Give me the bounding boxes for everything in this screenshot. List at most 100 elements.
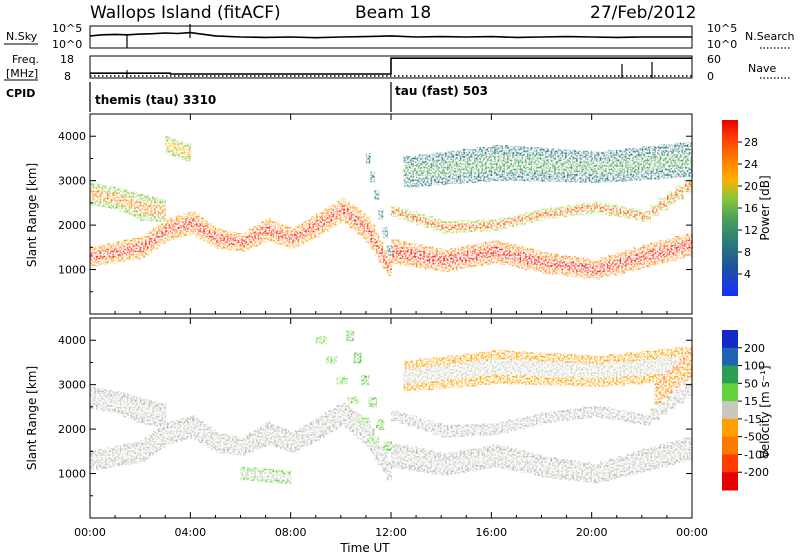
echo-band-core xyxy=(591,204,601,210)
echo-band-core xyxy=(110,192,116,203)
echo-band-core xyxy=(119,398,125,410)
echo-band-core xyxy=(173,426,179,437)
echo-band-core xyxy=(194,220,200,231)
echo-band-core xyxy=(370,174,376,180)
echo-band-core xyxy=(386,466,392,475)
echo-band-core xyxy=(115,451,125,461)
echo-band-core xyxy=(106,452,116,462)
echo-band-core xyxy=(248,471,259,478)
echo-band-core xyxy=(345,333,355,339)
echo-band-core xyxy=(407,418,417,424)
echo-band-core xyxy=(524,215,534,221)
echo-band-core xyxy=(683,387,693,394)
echo-band-core xyxy=(131,198,137,211)
echo-band-core xyxy=(123,245,133,256)
velocity-cbar-segment xyxy=(722,454,738,473)
echo-band-core xyxy=(650,248,660,260)
echo-band-core xyxy=(491,450,501,461)
echo-band-core xyxy=(516,456,526,467)
frequency-series-line xyxy=(90,57,692,75)
echo-band-core xyxy=(633,253,643,264)
echo-band-core xyxy=(286,232,292,242)
echo-band-core xyxy=(211,231,217,241)
echo-band-core xyxy=(449,224,459,230)
echo-band-core xyxy=(474,249,484,260)
echo-band-core xyxy=(94,393,100,404)
echo-band-core xyxy=(161,205,167,217)
echo-band-core xyxy=(353,214,359,226)
echo-band-core xyxy=(186,218,192,230)
echo-band-core xyxy=(106,248,116,258)
echo-band-core xyxy=(340,408,346,419)
cpid-panel: CPID themis (tau) 3310 tau (fast) 503 xyxy=(6,82,488,112)
echo-band-core xyxy=(418,163,434,178)
echo-band-core xyxy=(265,224,271,235)
echo-band-core xyxy=(144,202,150,214)
echo-band-core xyxy=(447,159,463,175)
echo-band-core xyxy=(424,456,434,467)
echo-band-core xyxy=(625,255,635,266)
velocity-cbar-label: 100 xyxy=(744,360,765,373)
echo-band-core xyxy=(566,412,576,418)
echo-band-core xyxy=(375,422,385,428)
echo-band-core xyxy=(591,408,601,414)
echo-band-core xyxy=(462,158,478,174)
echo-band-core xyxy=(319,217,325,228)
echo-band-core xyxy=(650,452,660,464)
echo-band-core xyxy=(90,251,100,261)
echo-band-core xyxy=(273,473,284,480)
echo-band-core xyxy=(432,426,442,432)
echo-band-core xyxy=(675,242,685,253)
echo-band-core xyxy=(407,214,417,220)
power-colorbar xyxy=(722,120,738,296)
echo-band-core xyxy=(399,211,409,217)
echo-band-core xyxy=(641,455,651,466)
echo-band-core xyxy=(675,446,685,457)
echo-band-core xyxy=(144,406,150,418)
echo-band-core xyxy=(152,408,158,420)
echo-band-core xyxy=(94,189,100,200)
echo-band-core xyxy=(658,358,677,373)
echo-band-core xyxy=(566,465,576,475)
echo-band-core xyxy=(549,259,560,269)
echo-band-core xyxy=(98,190,104,201)
echo-band-core xyxy=(616,258,626,268)
echo-band-core xyxy=(558,413,568,419)
time-x-axis: 00:00 04:00 08:00 12:00 16:00 20:00 00:00 xyxy=(74,114,708,539)
cpid-entry-tau-fast: tau (fast) 503 xyxy=(395,84,488,98)
echo-band-core xyxy=(533,417,543,423)
echo-band-core xyxy=(466,251,476,262)
echo-band-core xyxy=(123,449,133,460)
echo-band-core xyxy=(152,437,158,448)
echo-band-core xyxy=(673,370,681,382)
velocity-y-axis: 1000 2000 3000 4000 xyxy=(58,334,692,497)
echo-band-core xyxy=(658,246,668,257)
echo-band-core xyxy=(148,440,154,451)
echo-band-core xyxy=(658,153,677,170)
echo-band-core xyxy=(508,422,518,428)
echo-band-core xyxy=(424,252,434,263)
echo-band-core xyxy=(625,459,635,470)
y-tick-label-2000: 2000 xyxy=(58,423,86,436)
echo-band-core xyxy=(227,236,233,245)
echo-band-core xyxy=(449,458,459,469)
echo-band-core xyxy=(340,204,346,215)
echo-band-core xyxy=(516,217,526,223)
echo-band-core xyxy=(432,458,442,469)
echo-band-core xyxy=(140,242,146,253)
velocity-cbar-label: -100 xyxy=(744,448,769,461)
echo-band-core xyxy=(140,405,146,418)
echo-band-core xyxy=(190,217,196,229)
echo-band-core xyxy=(374,239,380,250)
y-tick-label-4000: 4000 xyxy=(58,130,86,143)
echo-band-core xyxy=(416,454,426,466)
echo-band-core xyxy=(115,397,121,408)
velocity-cbar-segment xyxy=(722,401,738,420)
echo-band-core xyxy=(240,470,250,477)
echo-band-core xyxy=(608,207,618,213)
echo-band-core xyxy=(549,463,560,473)
station-title: Wallops Island (fitACF) xyxy=(90,3,281,23)
x-tick-label-4: 16:00 xyxy=(475,526,507,539)
echo-band-core xyxy=(666,399,677,406)
echo-band-core xyxy=(303,430,309,441)
